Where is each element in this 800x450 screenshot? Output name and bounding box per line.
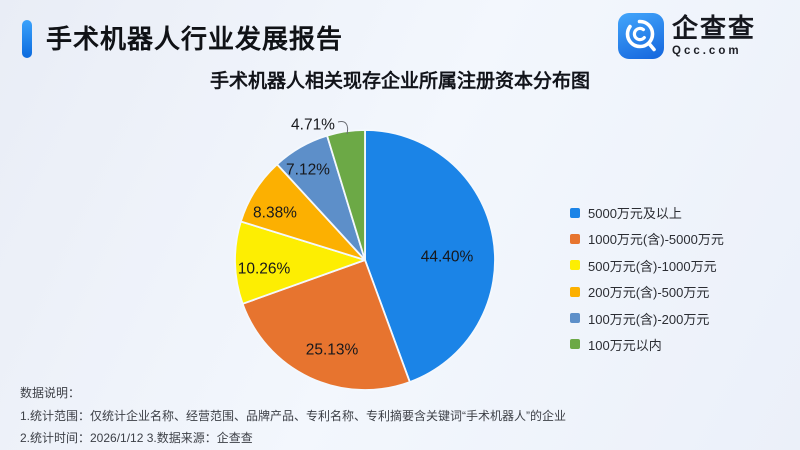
notes-heading: 数据说明： [20, 386, 81, 400]
legend-label: 1000万元(含)-5000万元 [588, 232, 724, 248]
report-title: 手术机器人行业发展报告 [46, 24, 344, 54]
pie-chart: 44.40% 25.13% 10.26% 8.38% 7.12% 4.71% [234, 117, 496, 391]
legend-item-5: 100万元以内 [570, 337, 724, 353]
qcc-logo: 企查查 Qcc.com [618, 13, 756, 59]
notes-line-2: 2.统计时间：2026/1/12 3.数据来源：企查查 [20, 431, 253, 445]
legend-label: 100万元(含)-200万元 [588, 311, 710, 327]
data-notes: 数据说明： 1.统计范围：仅统计企业名称、经营范围、品牌产品、专利名称、专利摘要… [20, 382, 566, 450]
pie-slice-2 [234, 220, 366, 305]
logo-domain: Qcc.com [672, 45, 742, 57]
pie-slice-label-5: 4.71% [291, 117, 335, 134]
pie-slice-label-0: 44.40% [421, 249, 474, 266]
legend-label: 500万元(含)-1000万元 [588, 258, 717, 274]
legend-swatch-icon [570, 286, 580, 297]
legend-item-3: 200万元(含)-500万元 [570, 285, 724, 301]
logo-brand-name: 企查查 [672, 13, 757, 43]
legend-label: 200万元(含)-500万元 [588, 285, 710, 301]
pie-slice-label-4: 7.12% [286, 162, 330, 179]
legend-swatch-icon [570, 313, 580, 324]
qcc-magnifier-icon [618, 13, 664, 59]
legend-item-4: 100万元(含)-200万元 [570, 311, 724, 327]
pie-slice-label-2: 10.26% [238, 261, 291, 278]
legend-swatch-icon [570, 233, 580, 244]
legend-label: 5000万元及以上 [588, 206, 682, 221]
legend-item-2: 500万元(含)-1000万元 [570, 258, 724, 274]
pie-slice-0 [364, 129, 496, 383]
notes-line-1: 1.统计范围：仅统计企业名称、经营范围、品牌产品、专利名称、专利摘要含关键词“手… [20, 408, 567, 423]
chart-legend: 5000万元及以上 1000万元(含)-5000万元 500万元(含)-1000万元… [570, 206, 724, 353]
legend-swatch-icon [570, 260, 580, 271]
pie-slice-label-1: 25.13% [306, 342, 359, 359]
pie-slice-1 [241, 259, 411, 391]
legend-swatch-icon [570, 339, 580, 350]
pie-label-leader-line [337, 121, 349, 135]
legend-swatch-icon [570, 207, 580, 218]
chart-title: 手术机器人相关现存企业所属注册资本分布图 [209, 71, 590, 92]
pie-slice-label-3: 8.38% [253, 205, 297, 222]
legend-item-0: 5000万元及以上 [570, 206, 724, 221]
logo-text-block: 企查查 Qcc.com [672, 13, 756, 57]
legend-label: 100万元以内 [588, 337, 662, 353]
legend-item-1: 1000万元(含)-5000万元 [570, 232, 724, 248]
pie-slice-5 [326, 129, 366, 261]
title-accent-bar [22, 20, 32, 58]
